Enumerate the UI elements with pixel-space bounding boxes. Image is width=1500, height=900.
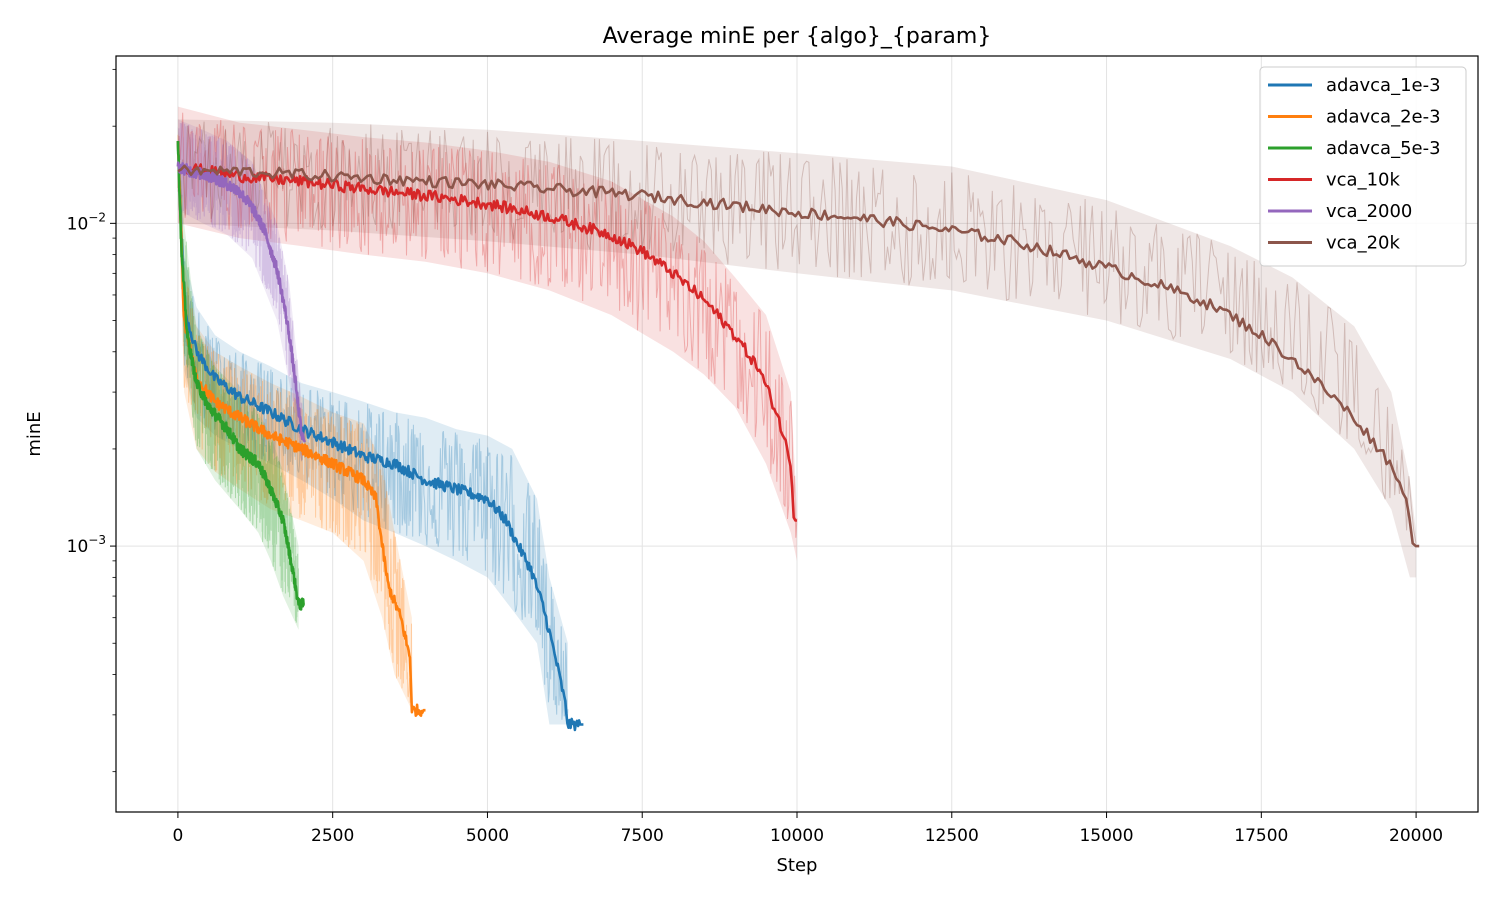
noisy-trace <box>177 152 569 722</box>
x-tick-label: 10000 <box>770 826 824 846</box>
mean-line <box>176 140 306 611</box>
mean-line <box>177 163 797 522</box>
legend-entry-label: vca_10k <box>1326 170 1400 191</box>
legend: adavca_1e-3 adavca_2e-3 adavca_5e-3 vca_10k… <box>1259 66 1467 267</box>
x-axis-label: Step <box>777 855 818 876</box>
confidence-band <box>177 106 797 561</box>
y-axis-label: minE <box>24 411 45 456</box>
mean-line <box>176 140 584 732</box>
confidence-bands <box>177 106 1417 725</box>
legend-entry-label: vca_20k <box>1326 233 1400 254</box>
legend-entry-label: adavca_1e-3 <box>1326 75 1441 96</box>
x-tick-label: 17500 <box>1234 826 1288 846</box>
confidence-band <box>177 119 1417 578</box>
mean-line <box>176 140 427 718</box>
chart-title: Average minE per {algo}_{param} <box>603 24 992 49</box>
x-tick-label: 7500 <box>621 826 664 846</box>
x-tick-label: 5000 <box>466 826 509 846</box>
axis-ticks: 0 2500 5000 7500 10000 12500 15000 17500 20000 10… <box>67 68 1443 846</box>
confidence-band <box>177 126 568 725</box>
mean-line <box>177 164 1420 548</box>
y-tick-label: 10−2 <box>67 210 106 234</box>
legend-entry-label: adavca_2e-3 <box>1326 107 1441 128</box>
x-tick-label: 20000 <box>1389 826 1443 846</box>
x-tick-label: 0 <box>172 826 183 846</box>
mean-lines <box>176 140 1420 732</box>
x-tick-label: 2500 <box>311 826 354 846</box>
noisy-trace <box>177 122 303 461</box>
noisy-trace <box>177 112 798 538</box>
noisy-trace <box>177 121 1417 544</box>
x-tick-label: 15000 <box>1079 826 1133 846</box>
legend-entry-label: vca_2000 <box>1326 201 1412 222</box>
y-tick-label: 10−3 <box>67 533 106 557</box>
confidence-band <box>177 126 412 711</box>
confidence-band <box>177 119 302 464</box>
legend-entry-label: adavca_5e-3 <box>1326 138 1441 159</box>
confidence-band <box>177 126 299 630</box>
x-tick-label: 12500 <box>925 826 979 846</box>
